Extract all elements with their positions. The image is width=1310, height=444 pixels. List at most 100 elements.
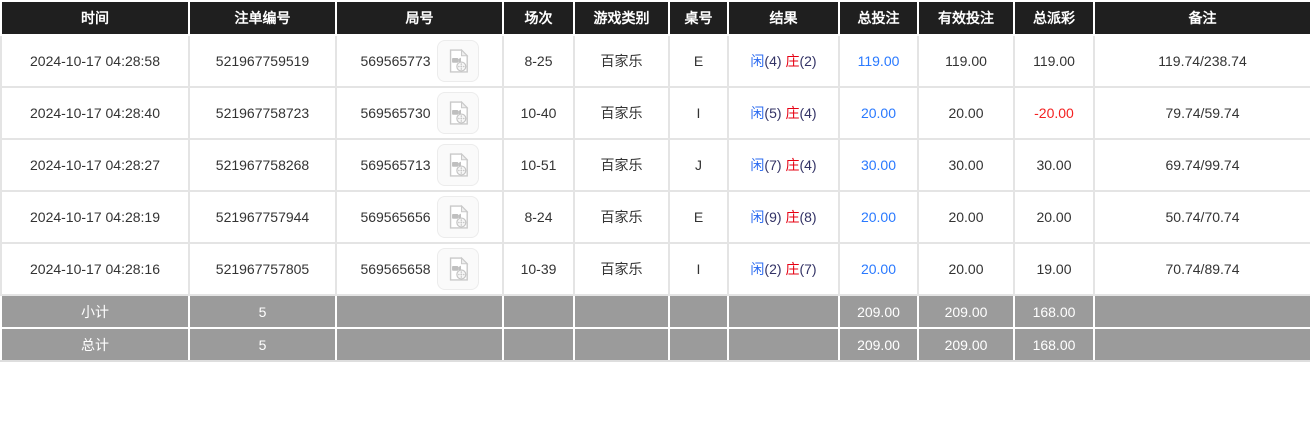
table-row: 2024-10-17 04:28:19 521967757944 569565656… xyxy=(0,190,1310,244)
footer-valid-bet: 209.00 xyxy=(917,294,1015,329)
cell-time: 2024-10-17 04:28:40 xyxy=(0,86,190,140)
cell-result: 闲(2) 庄(7) xyxy=(727,242,840,296)
video-replay-button[interactable] xyxy=(436,40,479,82)
cell-total-payout: 20.00 xyxy=(1013,190,1095,244)
footer-round-no xyxy=(335,294,504,329)
result-player-label: 闲 xyxy=(750,209,765,225)
cell-table-no: J xyxy=(668,138,729,192)
result-player-score: (4) xyxy=(764,53,782,69)
cell-result: 闲(9) 庄(8) xyxy=(727,190,840,244)
result-player-label: 闲 xyxy=(750,157,765,173)
video-file-icon xyxy=(444,99,472,127)
cell-table-no: E xyxy=(668,34,729,88)
cell-remark: 70.74/89.74 xyxy=(1093,242,1310,296)
footer-game-type xyxy=(573,327,670,362)
cell-valid-bet: 20.00 xyxy=(917,86,1015,140)
result-banker-score: (2) xyxy=(799,53,817,69)
total-row: 总计 5 209.00 209.00 168.00 xyxy=(0,327,1310,362)
col-header-round_no: 局号 xyxy=(335,0,504,36)
header-row: 时间 注单编号 局号 场次 游戏类别 桌号 结果 总投注 有效投注 总派彩 备注 xyxy=(0,0,1310,36)
video-replay-button[interactable] xyxy=(436,196,479,238)
cell-table-no: I xyxy=(668,242,729,296)
cell-bet-no: 521967757944 xyxy=(188,190,337,244)
cell-result: 闲(4) 庄(2) xyxy=(727,34,840,88)
footer-total-bet: 209.00 xyxy=(838,294,919,329)
result-player-score: (2) xyxy=(764,261,782,277)
footer-total-payout: 168.00 xyxy=(1013,327,1095,362)
footer-result xyxy=(727,327,840,362)
result-banker-label: 庄 xyxy=(785,261,800,277)
footer-remark xyxy=(1093,294,1310,329)
table-row: 2024-10-17 04:28:27 521967758268 569565713… xyxy=(0,138,1310,192)
footer-round-no xyxy=(335,327,504,362)
result-banker-score: (7) xyxy=(799,261,817,277)
cell-game-type: 百家乐 xyxy=(573,138,670,192)
cell-total-payout: 119.00 xyxy=(1013,34,1095,88)
cell-round-no: 569565658 xyxy=(335,242,504,296)
cell-time: 2024-10-17 04:28:58 xyxy=(0,34,190,88)
cell-game-type: 百家乐 xyxy=(573,34,670,88)
video-replay-button[interactable] xyxy=(436,92,479,134)
cell-valid-bet: 30.00 xyxy=(917,138,1015,192)
result-player-label: 闲 xyxy=(750,53,765,69)
footer-total-payout: 168.00 xyxy=(1013,294,1095,329)
round-no-wrap: 569565730 xyxy=(360,92,479,134)
cell-total-bet: 30.00 xyxy=(838,138,919,192)
footer-bet-count: 5 xyxy=(188,294,337,329)
cell-remark: 79.74/59.74 xyxy=(1093,86,1310,140)
footer-label: 总计 xyxy=(0,327,190,362)
video-replay-button[interactable] xyxy=(436,248,479,290)
footer-table-no xyxy=(668,294,729,329)
cell-total-payout: -20.00 xyxy=(1013,86,1095,140)
cell-total-bet: 20.00 xyxy=(838,190,919,244)
subtotal-row: 小计 5 209.00 209.00 168.00 xyxy=(0,294,1310,329)
cell-result: 闲(5) 庄(4) xyxy=(727,86,840,140)
cell-bet-no: 521967758723 xyxy=(188,86,337,140)
result-banker-score: (4) xyxy=(799,105,817,121)
cell-time: 2024-10-17 04:28:19 xyxy=(0,190,190,244)
cell-valid-bet: 20.00 xyxy=(917,242,1015,296)
result-player-score: (5) xyxy=(764,105,782,121)
video-file-icon xyxy=(444,47,472,75)
cell-session: 10-40 xyxy=(502,86,575,140)
cell-total-bet: 119.00 xyxy=(838,34,919,88)
table-footer: 小计 5 209.00 209.00 168.00 总计 5 209.00 209.00 168.… xyxy=(0,294,1310,362)
cell-table-no: E xyxy=(668,190,729,244)
result-banker-label: 庄 xyxy=(785,53,800,69)
col-header-game_type: 游戏类别 xyxy=(573,0,670,36)
cell-game-type: 百家乐 xyxy=(573,242,670,296)
col-header-bet_no: 注单编号 xyxy=(188,0,337,36)
cell-round-no: 569565713 xyxy=(335,138,504,192)
col-header-table_no: 桌号 xyxy=(668,0,729,36)
round-no-wrap: 569565656 xyxy=(360,196,479,238)
video-replay-button[interactable] xyxy=(436,144,479,186)
result-player-label: 闲 xyxy=(750,261,765,277)
round-no-wrap: 569565658 xyxy=(360,248,479,290)
cell-time: 2024-10-17 04:28:16 xyxy=(0,242,190,296)
video-file-icon xyxy=(444,203,472,231)
cell-total-bet: 20.00 xyxy=(838,86,919,140)
round-no-value: 569565713 xyxy=(360,157,431,173)
table-row: 2024-10-17 04:28:40 521967758723 569565730… xyxy=(0,86,1310,140)
cell-total-bet: 20.00 xyxy=(838,242,919,296)
footer-remark xyxy=(1093,327,1310,362)
cell-session: 8-25 xyxy=(502,34,575,88)
table-header: 时间 注单编号 局号 场次 游戏类别 桌号 结果 总投注 有效投注 总派彩 备注 xyxy=(0,0,1310,36)
cell-bet-no: 521967759519 xyxy=(188,34,337,88)
cell-session: 8-24 xyxy=(502,190,575,244)
footer-session xyxy=(502,294,575,329)
col-header-total_payout: 总派彩 xyxy=(1013,0,1095,36)
footer-table-no xyxy=(668,327,729,362)
col-header-result: 结果 xyxy=(727,0,840,36)
round-no-value: 569565658 xyxy=(360,261,431,277)
cell-round-no: 569565730 xyxy=(335,86,504,140)
cell-valid-bet: 20.00 xyxy=(917,190,1015,244)
cell-bet-no: 521967757805 xyxy=(188,242,337,296)
cell-result: 闲(7) 庄(4) xyxy=(727,138,840,192)
cell-session: 10-39 xyxy=(502,242,575,296)
cell-session: 10-51 xyxy=(502,138,575,192)
footer-total-bet: 209.00 xyxy=(838,327,919,362)
bet-records-table: 时间 注单编号 局号 场次 游戏类别 桌号 结果 总投注 有效投注 总派彩 备注 2024-10-1… xyxy=(0,0,1310,362)
col-header-remark: 备注 xyxy=(1093,0,1310,36)
round-no-value: 569565730 xyxy=(360,105,431,121)
